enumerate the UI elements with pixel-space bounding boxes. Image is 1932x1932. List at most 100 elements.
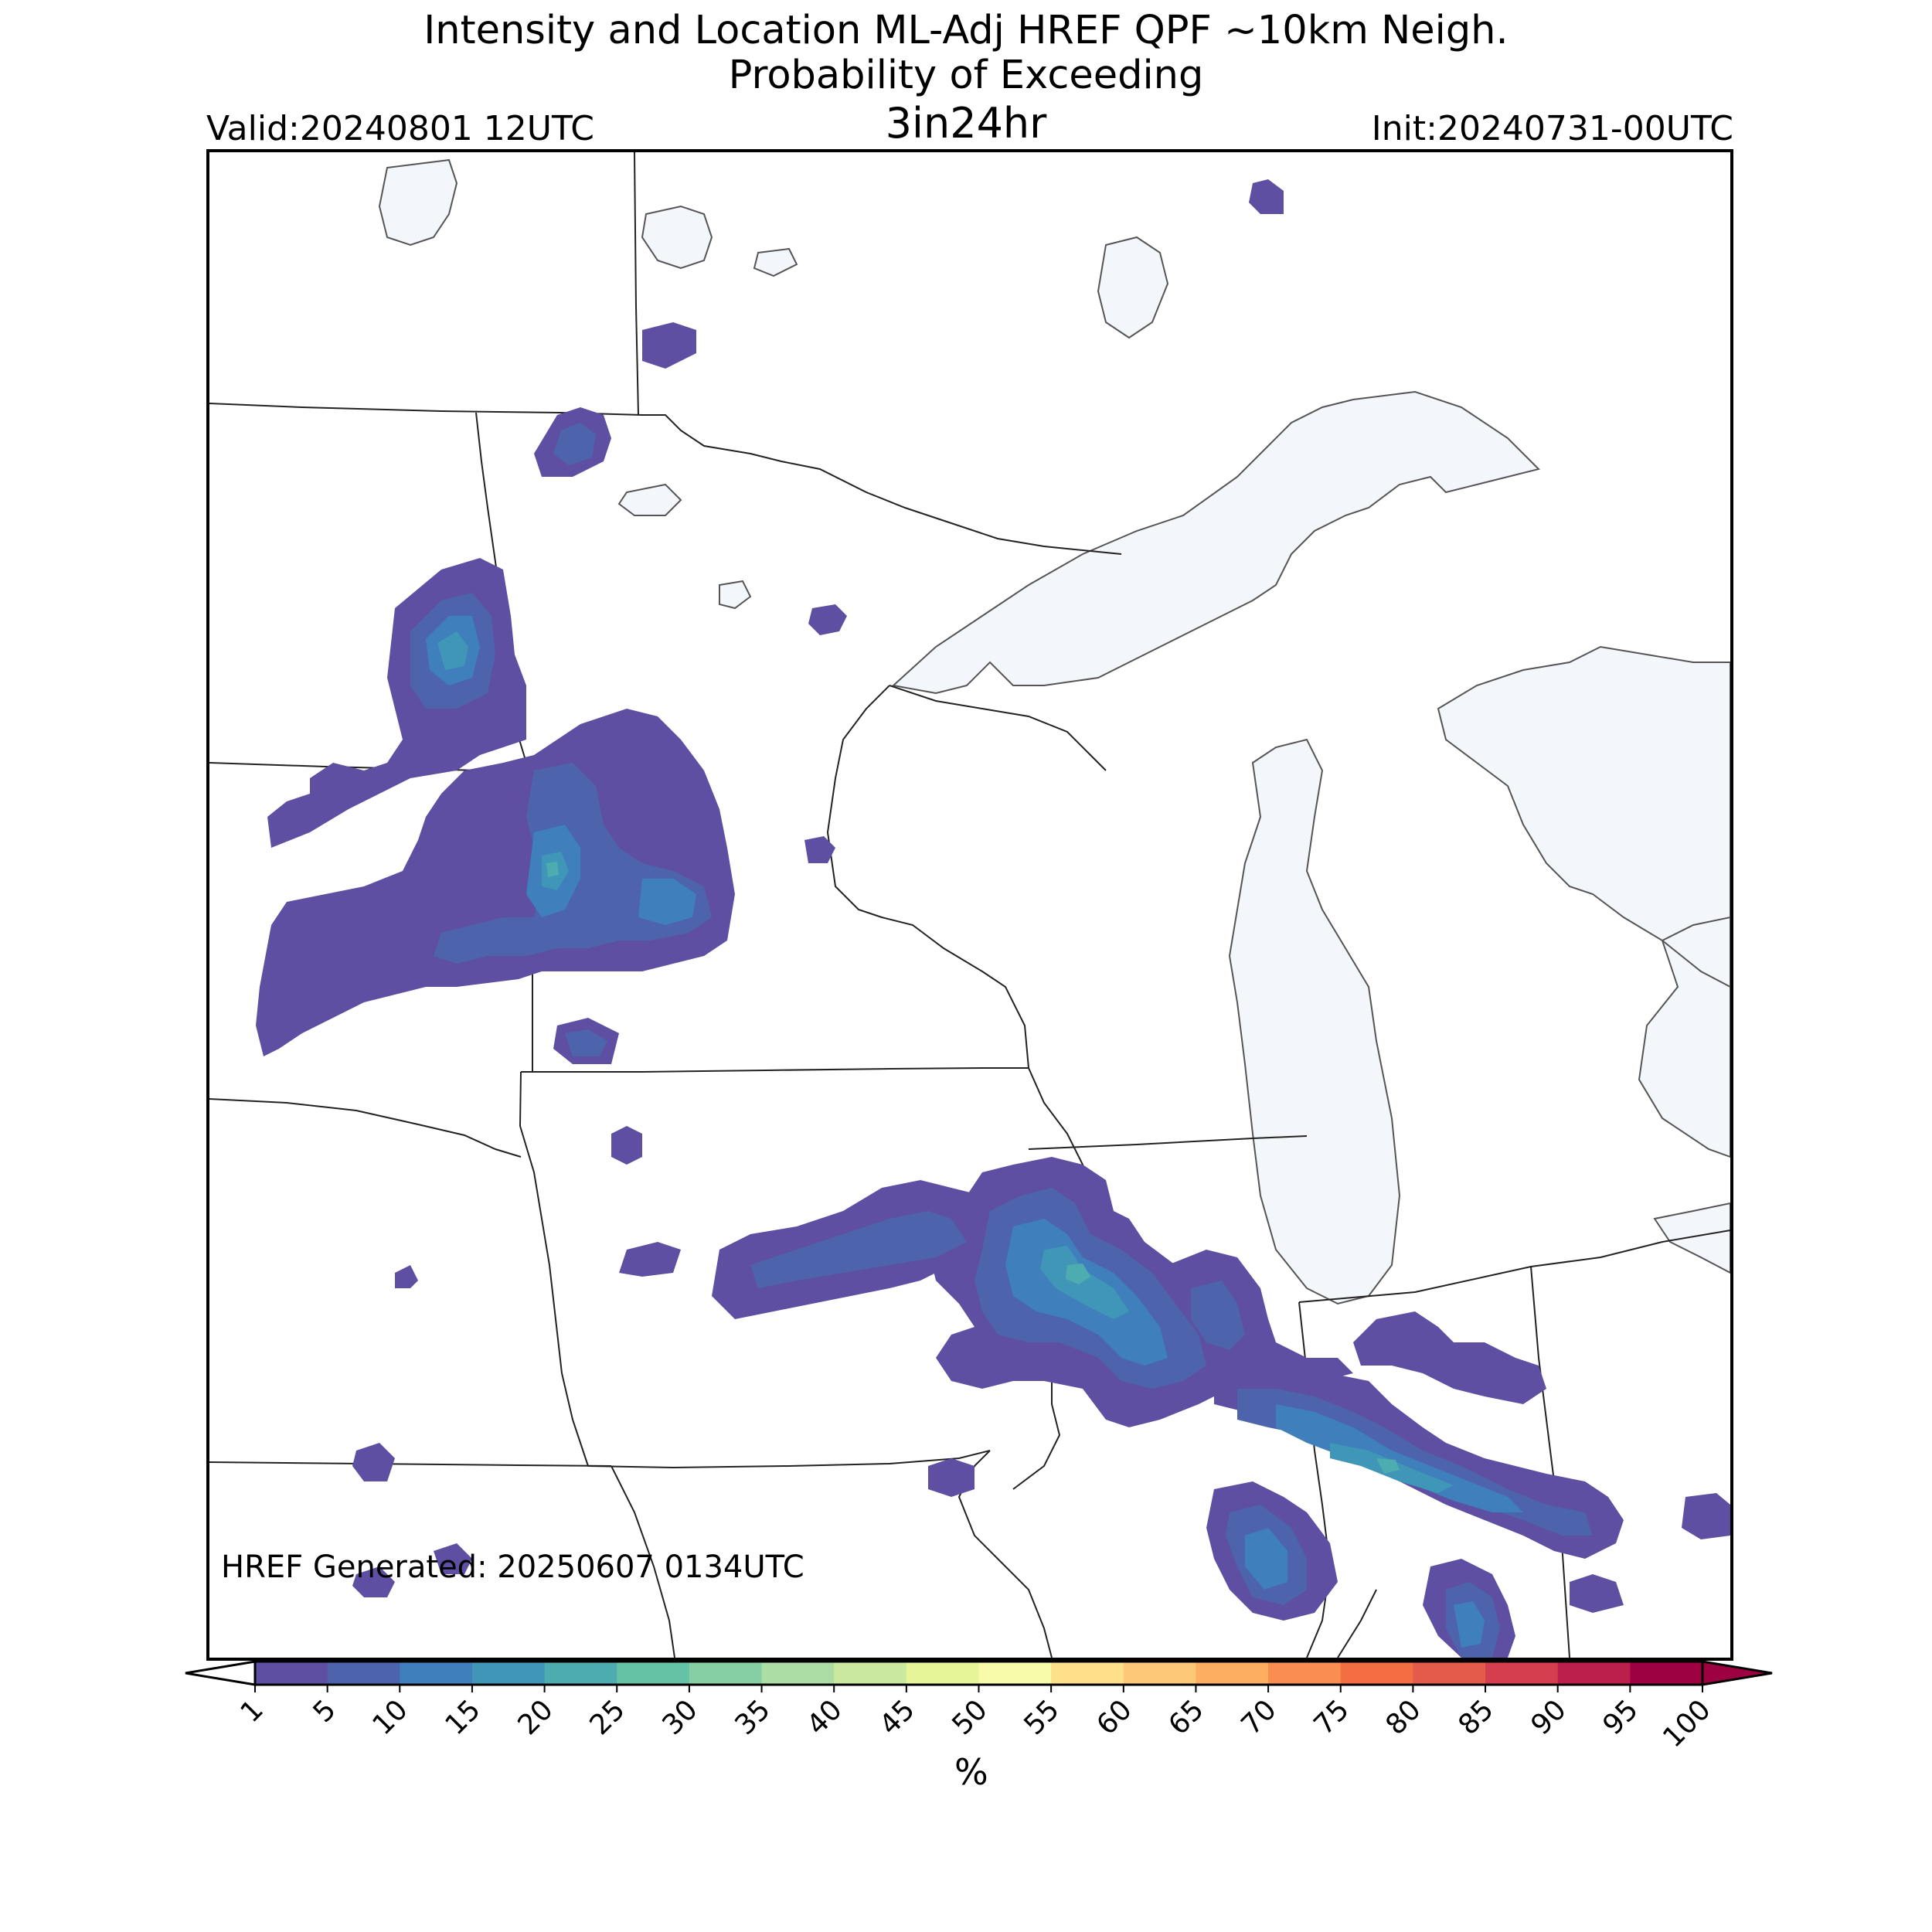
colorbar-frame	[253, 1660, 1704, 1686]
border-sd-ne	[209, 1098, 522, 1158]
prob-area-ne-southwest	[434, 1543, 472, 1574]
colorbar-segment	[689, 1662, 763, 1685]
prob10-il-north	[1276, 1404, 1523, 1512]
colorbar-tick-label: 75	[1308, 1693, 1355, 1742]
colorbar-tick-label: 60	[1090, 1693, 1138, 1742]
colorbar-tick-label: 50	[945, 1693, 994, 1742]
colorbar-segment	[978, 1662, 1052, 1685]
lake-huron-bay	[1661, 916, 1730, 988]
prob-area-mn-sw	[611, 1126, 642, 1165]
colorbar-segment	[761, 1662, 835, 1685]
lake-huron	[1437, 645, 1730, 1158]
colorbar-segment	[255, 1662, 328, 1685]
prob10-mo-ne	[1245, 1528, 1287, 1590]
colorbar-tick-label: 5	[307, 1693, 342, 1730]
prob-area-nd-nw-spot	[310, 763, 364, 809]
lake-erie-edge	[1653, 1202, 1730, 1274]
colorbar-tick-label: 30	[656, 1693, 704, 1742]
map-panel	[206, 149, 1733, 1661]
map-title-line1: Intensity and Location ML-Adj HREF QPF ~…	[423, 8, 1509, 53]
colorbar-segment	[1196, 1662, 1269, 1685]
prob-area-ia-west	[619, 1242, 681, 1277]
colorbar-segment	[1340, 1662, 1413, 1685]
colorbar-under-arrow	[185, 1660, 257, 1686]
prob-area-on-north	[1249, 179, 1284, 214]
colorbar-segment	[400, 1662, 473, 1685]
mille-lacs	[719, 580, 752, 610]
colorbar-over-arrow	[1701, 1660, 1773, 1686]
prob5-mn-north	[553, 423, 596, 465]
prob-area-ia-west-spot	[395, 1265, 418, 1288]
border-mn-wi	[826, 685, 1029, 1069]
lake-superior	[891, 390, 1540, 695]
prob5-wi-east	[1191, 1281, 1245, 1350]
border-wi-il	[1028, 1135, 1308, 1150]
colorbar-tick-label: 100	[1657, 1693, 1717, 1754]
colorbar-segment	[1123, 1662, 1196, 1685]
prob20-wi-sw	[1066, 1264, 1090, 1284]
colorbar-tick-label: 55	[1018, 1693, 1066, 1742]
map-title-line2: Probability of Exceeding	[728, 53, 1204, 98]
prob-area-on-spot	[642, 322, 696, 369]
colorbar-tick-label: 15	[439, 1693, 487, 1742]
colorbar-segment	[617, 1662, 690, 1685]
border-sd-ia	[519, 1071, 589, 1467]
prob-area-ia-south	[928, 1458, 975, 1497]
border-us-canada-west	[209, 403, 1122, 555]
colorbar-tick-label: 20	[512, 1693, 560, 1742]
colorbar-tick-label: 80	[1379, 1693, 1428, 1742]
colorbar-tick-label: 65	[1162, 1693, 1211, 1742]
colorbar-tick-label: 25	[583, 1693, 632, 1742]
lake-winnipeg-south	[378, 158, 458, 247]
border-ne-mo	[611, 1465, 675, 1658]
prob10-il-south	[1454, 1601, 1485, 1648]
prob5-sd-east	[565, 1029, 607, 1056]
border-ia-mo	[587, 1450, 991, 1469]
colorbar-segment	[544, 1662, 617, 1685]
prob20-mn-nw	[546, 862, 559, 877]
prob-area-il-in-north	[1353, 1311, 1546, 1404]
colorbar-segment	[471, 1662, 546, 1685]
lake-nipigon	[1097, 236, 1169, 339]
upper-red-lake	[617, 483, 682, 516]
colorbar-segment	[1630, 1662, 1703, 1685]
map-canvas	[209, 152, 1730, 1658]
threshold-label: 3in24hr	[885, 99, 1047, 148]
prob5-ia-central	[750, 1211, 967, 1288]
prob-area-oh-west	[1682, 1493, 1730, 1539]
lake-michigan	[1228, 738, 1401, 1305]
colorbar-tick-label: 70	[1235, 1693, 1283, 1742]
border-il-mo-south	[1337, 1589, 1377, 1658]
colorbar-tick-label: 35	[729, 1693, 777, 1742]
colorbar-tick-label: 85	[1452, 1693, 1500, 1742]
colorbar-tick-label: 1	[234, 1693, 270, 1730]
prob10-mn-east	[638, 879, 696, 925]
prob15-wi-sw	[1040, 1246, 1129, 1319]
border-ne-ks	[209, 1461, 612, 1467]
valid-time-label: Valid:20240801 12UTC	[206, 109, 595, 148]
init-time-label: Init:20240731-00UTC	[1371, 109, 1733, 148]
red-lake	[753, 247, 798, 277]
colorbar-tick-label: 95	[1597, 1693, 1645, 1742]
colorbar-segment	[1051, 1662, 1124, 1685]
generated-timestamp: HREF Generated: 20250607 0134UTC	[221, 1549, 804, 1585]
colorbar-segment	[906, 1662, 979, 1685]
border-mi-in-oh	[1298, 1230, 1730, 1303]
border-mn-ia	[521, 1067, 1029, 1073]
colorbar-tick-label: 10	[366, 1693, 415, 1742]
colorbar-segment	[1557, 1662, 1631, 1685]
prob-area-ne-south	[352, 1566, 395, 1597]
prob-area-ne-spot	[352, 1443, 395, 1481]
prob-area-nd-mn-main	[256, 709, 735, 1056]
colorbar-segment	[1485, 1662, 1559, 1685]
lake-of-the-woods	[641, 205, 713, 270]
border-mb-on	[634, 152, 639, 416]
prob15-nd-north	[437, 631, 468, 670]
prob20-il-north	[1376, 1458, 1400, 1474]
colorbar-segment	[1268, 1662, 1342, 1685]
colorbar-tick-label: 45	[873, 1693, 921, 1742]
prob-area-mn-central	[808, 604, 847, 635]
colorbar-segment	[1413, 1662, 1486, 1685]
border-in-oh	[1530, 1266, 1570, 1658]
prob-area-mn-east	[804, 836, 835, 863]
